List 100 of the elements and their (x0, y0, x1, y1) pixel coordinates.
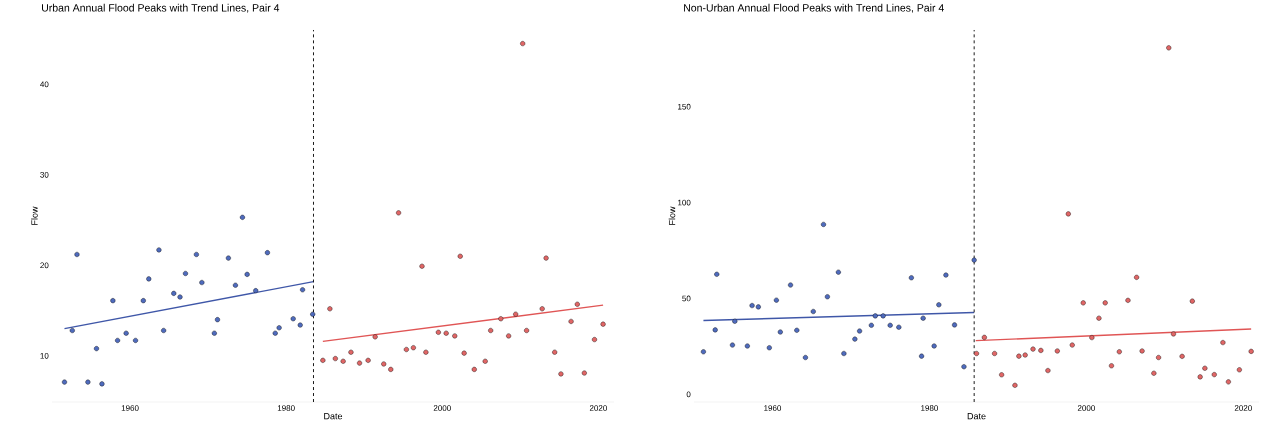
point (182, 270, 188, 276)
point (161, 328, 167, 333)
point (1065, 211, 1071, 217)
point (381, 361, 387, 367)
point (568, 318, 574, 324)
point (1030, 346, 1036, 352)
point (1116, 349, 1122, 355)
point (880, 313, 886, 319)
point (835, 269, 841, 275)
point (524, 328, 530, 333)
point (558, 371, 564, 377)
point (461, 350, 467, 356)
point (749, 303, 755, 309)
point (936, 302, 942, 308)
point (1225, 379, 1231, 385)
x-axis-title: Date (967, 413, 986, 420)
point (403, 347, 409, 352)
point (1022, 352, 1028, 358)
point (310, 311, 316, 317)
point (1096, 315, 1102, 321)
chart-title: Urban Annual Flood Peaks with Trend Lines, Pair 4 (42, 3, 280, 13)
point (794, 327, 800, 333)
point (1248, 348, 1254, 354)
y-tick-label: 0 (686, 391, 691, 398)
point (1179, 353, 1185, 359)
point (1236, 367, 1242, 373)
point (423, 349, 429, 355)
point (156, 247, 162, 253)
point (61, 379, 67, 385)
point (919, 353, 925, 359)
point (146, 276, 152, 282)
point (74, 251, 80, 257)
point (244, 271, 250, 277)
point (110, 298, 116, 304)
point (1016, 353, 1022, 359)
point (332, 356, 338, 362)
x-tick-label: 1980 (277, 405, 295, 411)
point (199, 280, 205, 286)
point (1102, 300, 1108, 306)
point (171, 290, 177, 296)
point (443, 330, 449, 336)
point (435, 329, 441, 335)
point (232, 282, 238, 288)
point (253, 288, 259, 294)
point (93, 346, 99, 352)
point (552, 349, 558, 355)
point (600, 321, 606, 327)
point (177, 294, 183, 300)
point (410, 345, 416, 351)
y-tick-label: 30 (40, 171, 49, 178)
point (1220, 340, 1226, 346)
point (868, 322, 874, 328)
point (1170, 331, 1176, 337)
y-tick-label: 150 (678, 103, 691, 110)
point (214, 317, 220, 323)
point (239, 214, 245, 220)
point (1054, 348, 1060, 354)
point (272, 330, 278, 336)
point (943, 272, 949, 278)
point (482, 358, 488, 364)
point (396, 210, 402, 216)
point (419, 263, 425, 269)
point (971, 257, 977, 263)
point (225, 255, 231, 261)
point (1202, 365, 1208, 371)
point (1211, 372, 1217, 378)
point (1089, 335, 1095, 341)
y-tick-label: 20 (40, 262, 49, 269)
point (264, 250, 270, 256)
point (372, 334, 378, 340)
y-axis-title: Flow (31, 206, 38, 225)
point (1151, 370, 1157, 376)
point (539, 306, 545, 312)
point (488, 328, 494, 333)
point (931, 343, 937, 349)
x-axis-title: Date (324, 413, 343, 420)
point (1069, 342, 1075, 348)
point (211, 330, 217, 336)
point (348, 349, 354, 355)
point (457, 253, 463, 259)
point (1134, 274, 1140, 280)
x-tick-label: 2020 (589, 405, 607, 411)
point (1156, 355, 1162, 361)
point (193, 251, 199, 257)
point (824, 294, 830, 300)
point (852, 336, 858, 342)
x-tick-label: 2000 (433, 405, 451, 411)
point (1038, 347, 1044, 353)
point (908, 275, 914, 281)
point (471, 366, 477, 372)
y-tick-label: 100 (678, 199, 691, 206)
point (140, 298, 146, 304)
point (1125, 297, 1131, 303)
point (300, 287, 306, 293)
point (69, 328, 75, 333)
y-axis-title: Flow (668, 206, 676, 225)
point (712, 327, 718, 333)
point (1045, 368, 1051, 374)
point (591, 337, 597, 343)
y-tick-label: 40 (40, 81, 49, 88)
